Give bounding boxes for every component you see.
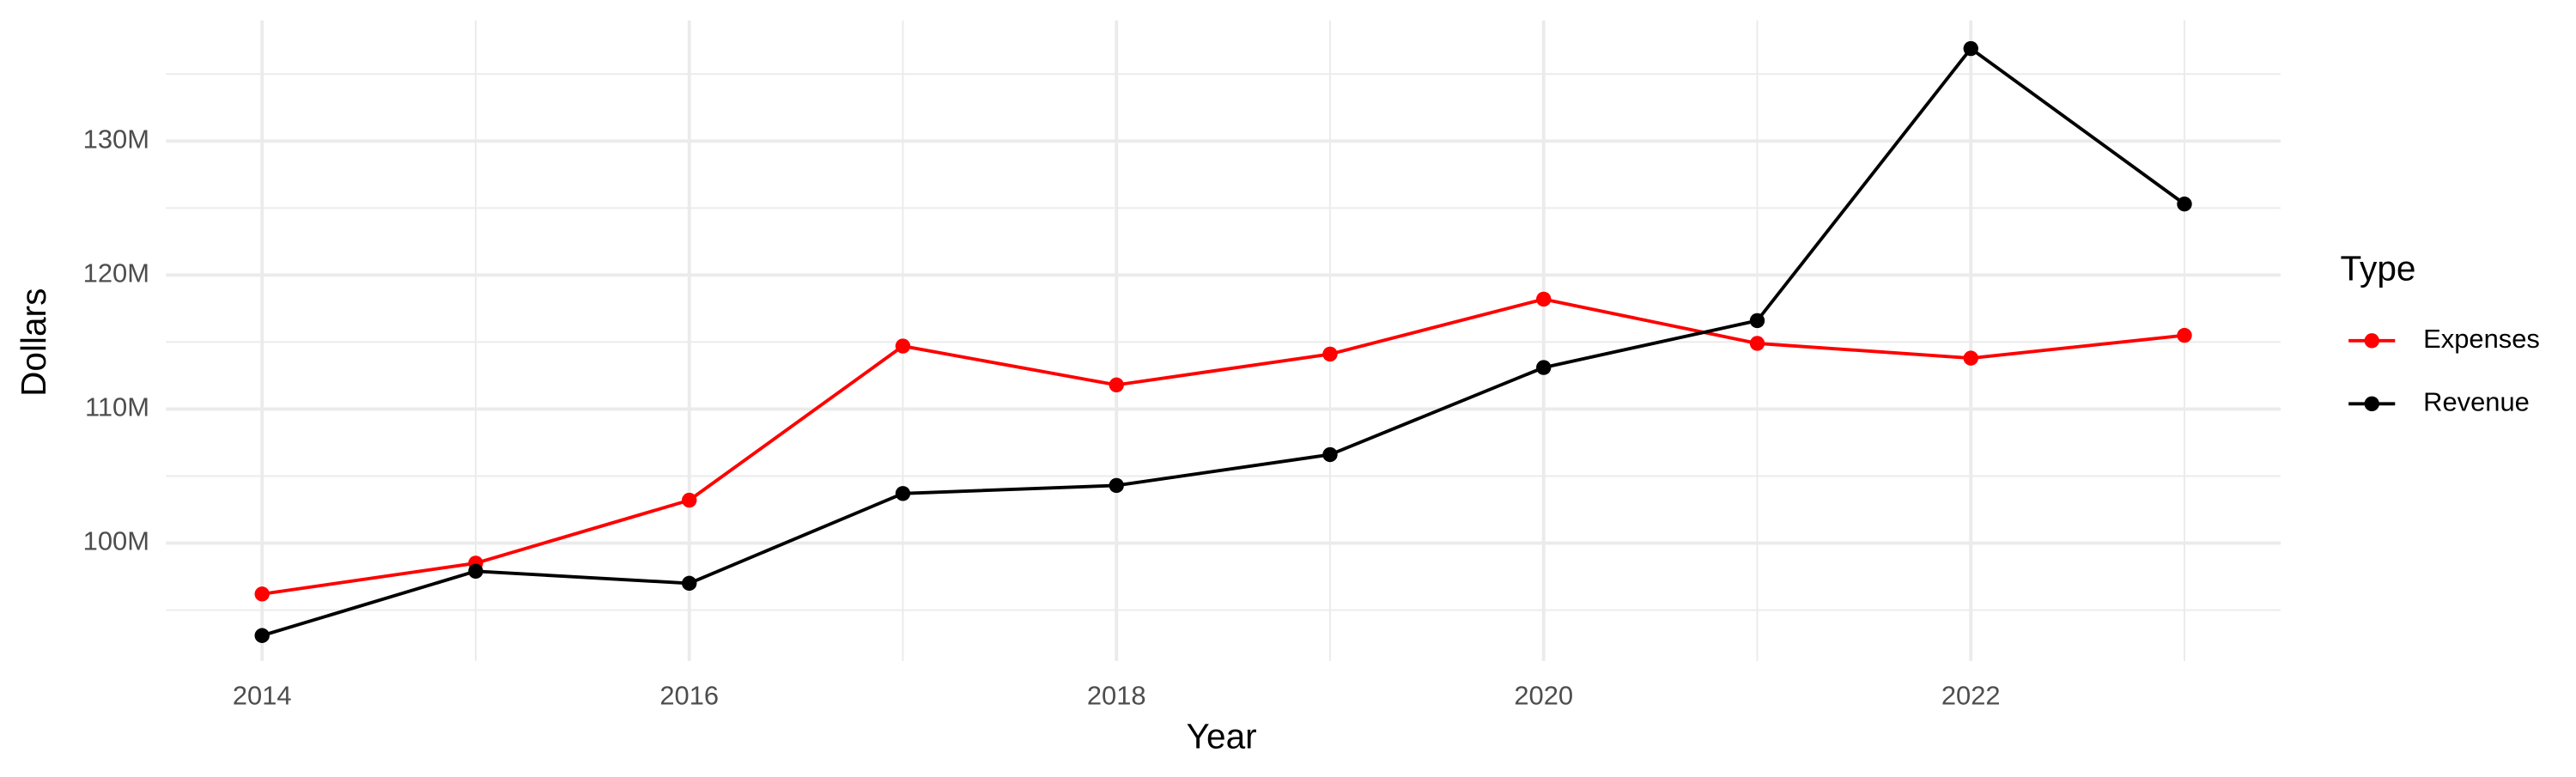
data-point bbox=[682, 575, 697, 592]
series-line bbox=[261, 46, 2186, 638]
y-tick-label: 110M bbox=[85, 392, 149, 422]
data-point bbox=[1109, 477, 1124, 494]
legend-key-point bbox=[2364, 396, 2379, 411]
grid bbox=[166, 20, 2281, 661]
series-line bbox=[261, 297, 2185, 596]
data-point bbox=[895, 486, 911, 501]
data-point bbox=[254, 628, 270, 643]
y-tick-label: 120M bbox=[83, 258, 149, 288]
legend-title: Type bbox=[2341, 248, 2416, 288]
y-tick-label: 130M bbox=[83, 124, 149, 154]
data-point bbox=[2177, 327, 2192, 343]
data-point bbox=[895, 338, 911, 354]
x-tick-label: 2014 bbox=[233, 681, 292, 711]
x-tick-label: 2018 bbox=[1087, 681, 1146, 711]
x-tick-label: 2022 bbox=[1941, 681, 2001, 711]
data-point bbox=[1963, 350, 1978, 366]
data-point bbox=[1322, 346, 1338, 362]
data-point bbox=[1963, 40, 1978, 57]
data-point bbox=[2177, 196, 2192, 212]
y-axis-title: Dollars bbox=[14, 288, 53, 397]
x-tick-label: 2020 bbox=[1514, 681, 1573, 711]
data-point bbox=[1749, 313, 1765, 329]
x-axis-title: Year bbox=[1187, 716, 1257, 756]
data-point bbox=[1109, 377, 1124, 393]
data-point bbox=[1322, 446, 1338, 463]
data-point bbox=[254, 586, 270, 602]
legend-label: Expenses bbox=[2423, 324, 2540, 354]
data-point bbox=[1536, 291, 1552, 307]
data-point bbox=[1749, 336, 1765, 351]
legend-label: Revenue bbox=[2423, 386, 2530, 416]
data-point bbox=[1536, 360, 1552, 375]
data-point bbox=[468, 563, 483, 580]
x-tick-label: 2016 bbox=[659, 681, 719, 711]
data-point bbox=[682, 492, 697, 508]
y-tick-label: 100M bbox=[83, 526, 149, 556]
legend-key-point bbox=[2364, 333, 2379, 349]
